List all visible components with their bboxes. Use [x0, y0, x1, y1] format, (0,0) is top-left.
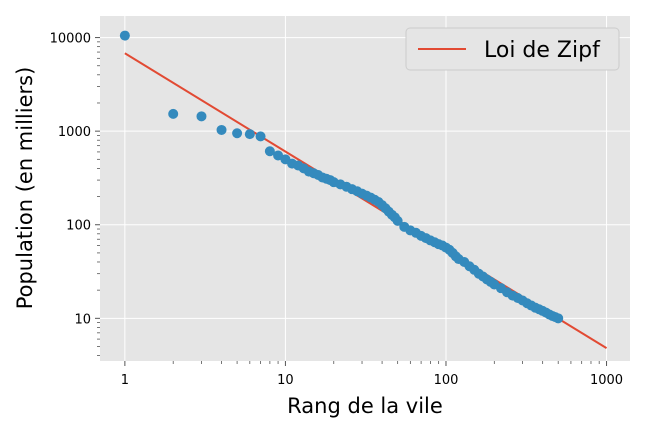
data-point — [392, 215, 403, 226]
y-axis-ticks: 10 100 1000 10000 — [50, 32, 100, 327]
data-point — [119, 30, 130, 41]
y-tick-label: 100 — [66, 219, 91, 234]
data-point — [264, 146, 275, 157]
minor-ticks — [97, 41, 600, 364]
legend-box — [405, 27, 620, 71]
points-layer — [119, 30, 564, 324]
data-point — [255, 131, 266, 142]
x-tick-label: 100 — [434, 373, 459, 388]
data-point — [232, 128, 243, 139]
x-tick-label: 1 — [121, 373, 129, 388]
x-axis-ticks: 1 10 100 1000 — [121, 361, 623, 388]
x-axis-label: Rang de la vile — [287, 394, 443, 418]
y-axis-label: Population (en milliers) — [13, 67, 37, 310]
data-point — [168, 108, 179, 119]
y-tick-label: 1000 — [58, 125, 91, 140]
plot-area — [100, 16, 630, 361]
data-point — [273, 150, 284, 161]
data-point — [216, 124, 227, 135]
x-tick-label: 1000 — [590, 373, 623, 388]
data-point — [196, 111, 207, 122]
legend-label-zipf: Loi de Zipf — [484, 38, 601, 63]
data-point — [244, 129, 255, 140]
data-point — [553, 313, 564, 324]
y-tick-label: 10000 — [50, 32, 91, 47]
x-tick-label: 10 — [277, 373, 294, 388]
y-tick-label: 10 — [74, 312, 91, 327]
legend: Loi de Zipf — [405, 27, 620, 71]
